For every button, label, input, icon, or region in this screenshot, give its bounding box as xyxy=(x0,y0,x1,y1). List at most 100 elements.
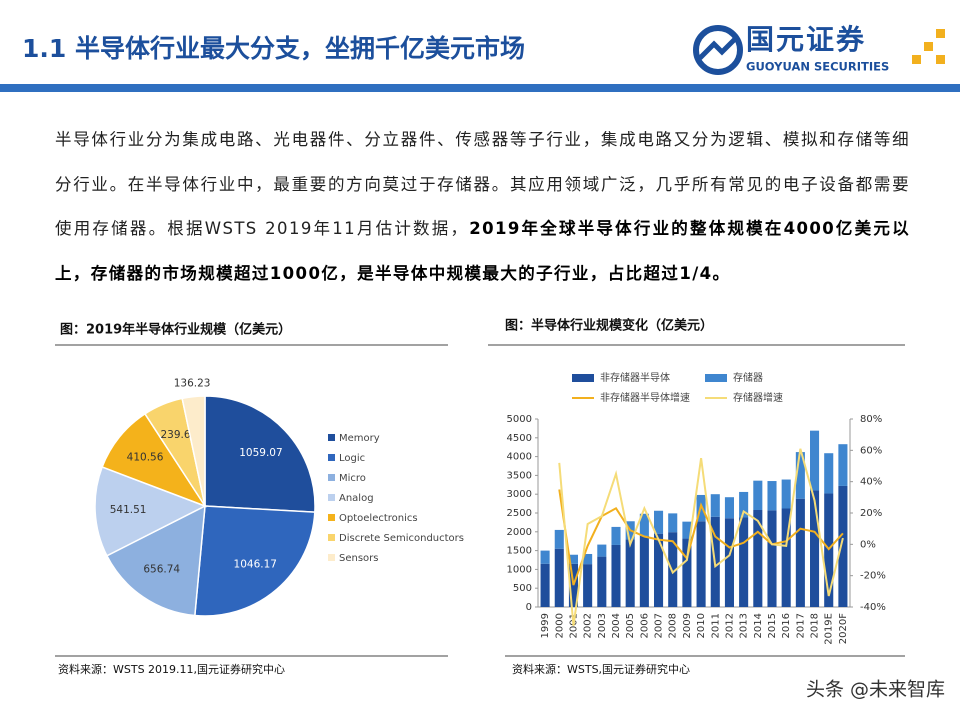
data-label: 136.23 xyxy=(174,377,211,389)
x-tick-label: 2002 xyxy=(583,613,594,638)
y2-tick-label: -20% xyxy=(860,571,886,582)
y-tick-label: 500 xyxy=(513,583,532,594)
bar xyxy=(739,517,749,607)
x-tick-label: 2005 xyxy=(625,613,636,638)
deco xyxy=(912,55,921,64)
x-tick-label: 2009 xyxy=(682,613,693,638)
data-label: 239.6 xyxy=(160,429,190,441)
y2-tick-label: 20% xyxy=(860,508,882,519)
legend-label: 存储器增速 xyxy=(733,391,783,404)
bar xyxy=(724,518,734,607)
x-tick-label: 2020F xyxy=(838,613,849,644)
y2-tick-label: 40% xyxy=(860,477,882,488)
data-label: 410.56 xyxy=(127,452,164,464)
legend-label: Sensors xyxy=(339,553,379,564)
bar xyxy=(682,521,692,539)
x-tick-label: 2012 xyxy=(724,613,735,638)
bar xyxy=(795,452,805,499)
bar xyxy=(710,494,720,517)
logo-sub: GUOYUAN SECURITIES xyxy=(746,60,889,74)
x-tick-label: 2017 xyxy=(795,613,806,638)
bar xyxy=(583,564,593,607)
line xyxy=(558,489,844,586)
legend-label: Memory xyxy=(339,433,380,444)
x-tick-label: 2011 xyxy=(710,613,721,638)
logo: 国元证券 GUOYUAN SECURITIES xyxy=(693,23,945,75)
source: 资料来源：WSTS,国元证券研究中心 xyxy=(512,662,690,676)
bar xyxy=(682,538,692,607)
bar xyxy=(838,444,848,486)
x-tick-label: 2008 xyxy=(668,613,679,638)
bar xyxy=(810,490,820,607)
bar xyxy=(795,498,805,607)
bar xyxy=(540,550,550,564)
logo-icon xyxy=(698,36,738,60)
bar xyxy=(810,430,820,491)
bar xyxy=(654,510,664,534)
x-tick-label: 2013 xyxy=(739,613,750,638)
legend-label: Discrete Semiconductors xyxy=(339,533,464,544)
chart-title: 图：2019年半导体行业规模（亿美元） xyxy=(60,322,291,338)
bar xyxy=(739,491,749,518)
bar xyxy=(824,453,834,494)
legend-label: Logic xyxy=(339,453,365,464)
y-tick-label: 4000 xyxy=(507,452,532,463)
legend-swatch xyxy=(328,534,335,541)
logo-icon xyxy=(693,25,743,75)
legend-swatch xyxy=(328,474,335,481)
y2-tick-label: -40% xyxy=(860,602,886,613)
pie-slice xyxy=(94,466,207,557)
y-tick-label: 2500 xyxy=(507,508,532,519)
deco xyxy=(924,42,933,51)
bar xyxy=(611,526,621,545)
bar xyxy=(668,513,678,533)
bar xyxy=(753,480,763,510)
data-label: 541.51 xyxy=(110,504,147,516)
legend-swatch xyxy=(705,374,727,382)
data-label: 656.74 xyxy=(143,564,180,576)
bar xyxy=(781,508,791,607)
x-tick-label: 2004 xyxy=(611,613,622,638)
legend-swatch xyxy=(328,434,335,441)
bar xyxy=(597,544,607,557)
body-run-bold: 2019年全球半导体行业的整体规模在4000亿美元以上，存储器的市场规模超过10… xyxy=(55,219,910,283)
pie-slice xyxy=(181,395,206,507)
legend-swatch xyxy=(328,554,335,561)
deco xyxy=(936,55,945,64)
bar xyxy=(639,535,649,607)
y2-tick-label: 60% xyxy=(860,445,882,456)
x-tick-label: 2019E xyxy=(824,613,835,645)
bar xyxy=(838,485,848,607)
pie-slice xyxy=(204,395,316,513)
y2-tick-label: 80% xyxy=(860,414,882,425)
y-tick-label: 3000 xyxy=(507,489,532,500)
legend-swatch xyxy=(328,514,335,521)
bar xyxy=(583,553,593,565)
bar xyxy=(554,529,564,549)
bar xyxy=(554,548,564,607)
chart-title: 图：半导体行业规模变化（亿美元） xyxy=(505,318,713,334)
bar xyxy=(668,532,678,607)
x-tick-label: 1999 xyxy=(540,613,551,638)
bar xyxy=(654,533,664,607)
x-tick-label: 2000 xyxy=(554,613,565,638)
y-tick-label: 2000 xyxy=(507,527,532,538)
x-tick-label: 2010 xyxy=(696,613,707,638)
y-tick-label: 1000 xyxy=(507,564,532,575)
bar xyxy=(540,563,550,607)
bar xyxy=(639,513,649,536)
legend-label: 非存储器半导体 xyxy=(600,371,670,384)
bar xyxy=(625,539,635,607)
header-bar xyxy=(0,84,960,92)
body-run: 半导体行业分为集成电路、光电器件、分立器件、传感器等子行业，集成电路又分为逻辑、… xyxy=(55,130,910,238)
deco xyxy=(936,29,945,38)
legend-label: Optoelectronics xyxy=(339,513,418,524)
x-tick-label: 2003 xyxy=(597,613,608,638)
bar xyxy=(724,497,734,519)
y-tick-label: 0 xyxy=(526,602,532,613)
watermark: 头条 @未来智库 xyxy=(806,679,945,701)
bar xyxy=(611,544,621,607)
bar xyxy=(781,479,791,509)
bar xyxy=(767,481,777,511)
